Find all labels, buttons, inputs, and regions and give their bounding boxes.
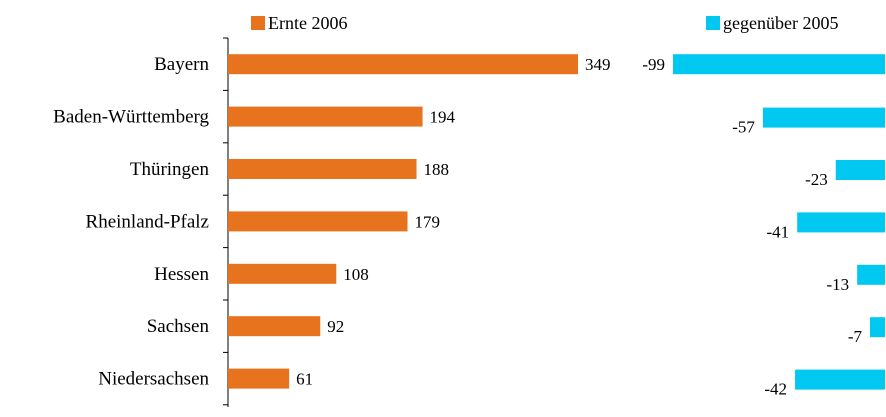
bar-harvest-2006 [228, 263, 337, 284]
bar-change-2005 [673, 54, 885, 75]
legend-swatch-change-2005 [706, 16, 720, 30]
data-label-change-2005: -99 [642, 55, 665, 74]
bar-harvest-2006 [228, 211, 408, 232]
category-label: Bayern [154, 54, 209, 75]
bar-change-2005 [795, 369, 885, 390]
change-2005-bars: -99 -57 -23 -41 -13 -7 -42 [642, 54, 885, 399]
bar-change-2005 [762, 107, 885, 128]
data-label-harvest-2006: 188 [424, 160, 450, 179]
category-label: Baden-Württemberg [53, 107, 209, 128]
legend-label-change-2005: gegenüber 2005 [723, 13, 838, 33]
data-label-change-2005: -41 [767, 222, 790, 241]
bar-harvest-2006 [228, 106, 423, 127]
bar-harvest-2006 [228, 54, 578, 75]
data-label-harvest-2006: 92 [327, 317, 344, 336]
harvest-2006-bars: 349 194 188 179 108 92 61 [228, 54, 611, 389]
category-label: Thüringen [130, 159, 210, 180]
category-label: Sachsen [147, 316, 210, 337]
data-label-harvest-2006: 194 [430, 108, 456, 127]
bar-harvest-2006 [228, 159, 417, 179]
data-label-harvest-2006: 349 [585, 55, 611, 74]
bar-change-2005 [857, 264, 885, 285]
bar-change-2005 [835, 160, 885, 180]
data-label-change-2005: -13 [826, 275, 849, 294]
legend: Ernte 2006 gegenüber 2005 [251, 13, 838, 33]
category-labels: Bayern Baden-Württemberg Thüringen Rheinlan… [53, 54, 209, 389]
bar-change-2005 [870, 317, 885, 338]
data-label-harvest-2006: 108 [343, 265, 369, 284]
category-label: Rheinland-Pfalz [86, 211, 209, 232]
legend-label-harvest-2006: Ernte 2006 [268, 13, 347, 33]
data-label-change-2005: -7 [848, 327, 863, 346]
bar-harvest-2006 [228, 316, 321, 337]
data-label-harvest-2006: 61 [296, 370, 313, 389]
data-label-change-2005: -23 [805, 170, 828, 189]
bar-change-2005 [797, 212, 885, 233]
data-label-change-2005: -57 [732, 118, 755, 137]
bar-harvest-2006 [228, 368, 290, 389]
data-label-harvest-2006: 179 [415, 212, 441, 231]
legend-swatch-harvest-2006 [251, 16, 265, 30]
category-label: Niedersachsen [98, 369, 209, 390]
data-label-change-2005: -42 [764, 380, 787, 399]
category-label: Hessen [154, 264, 209, 285]
axis-ticks [223, 37, 228, 406]
